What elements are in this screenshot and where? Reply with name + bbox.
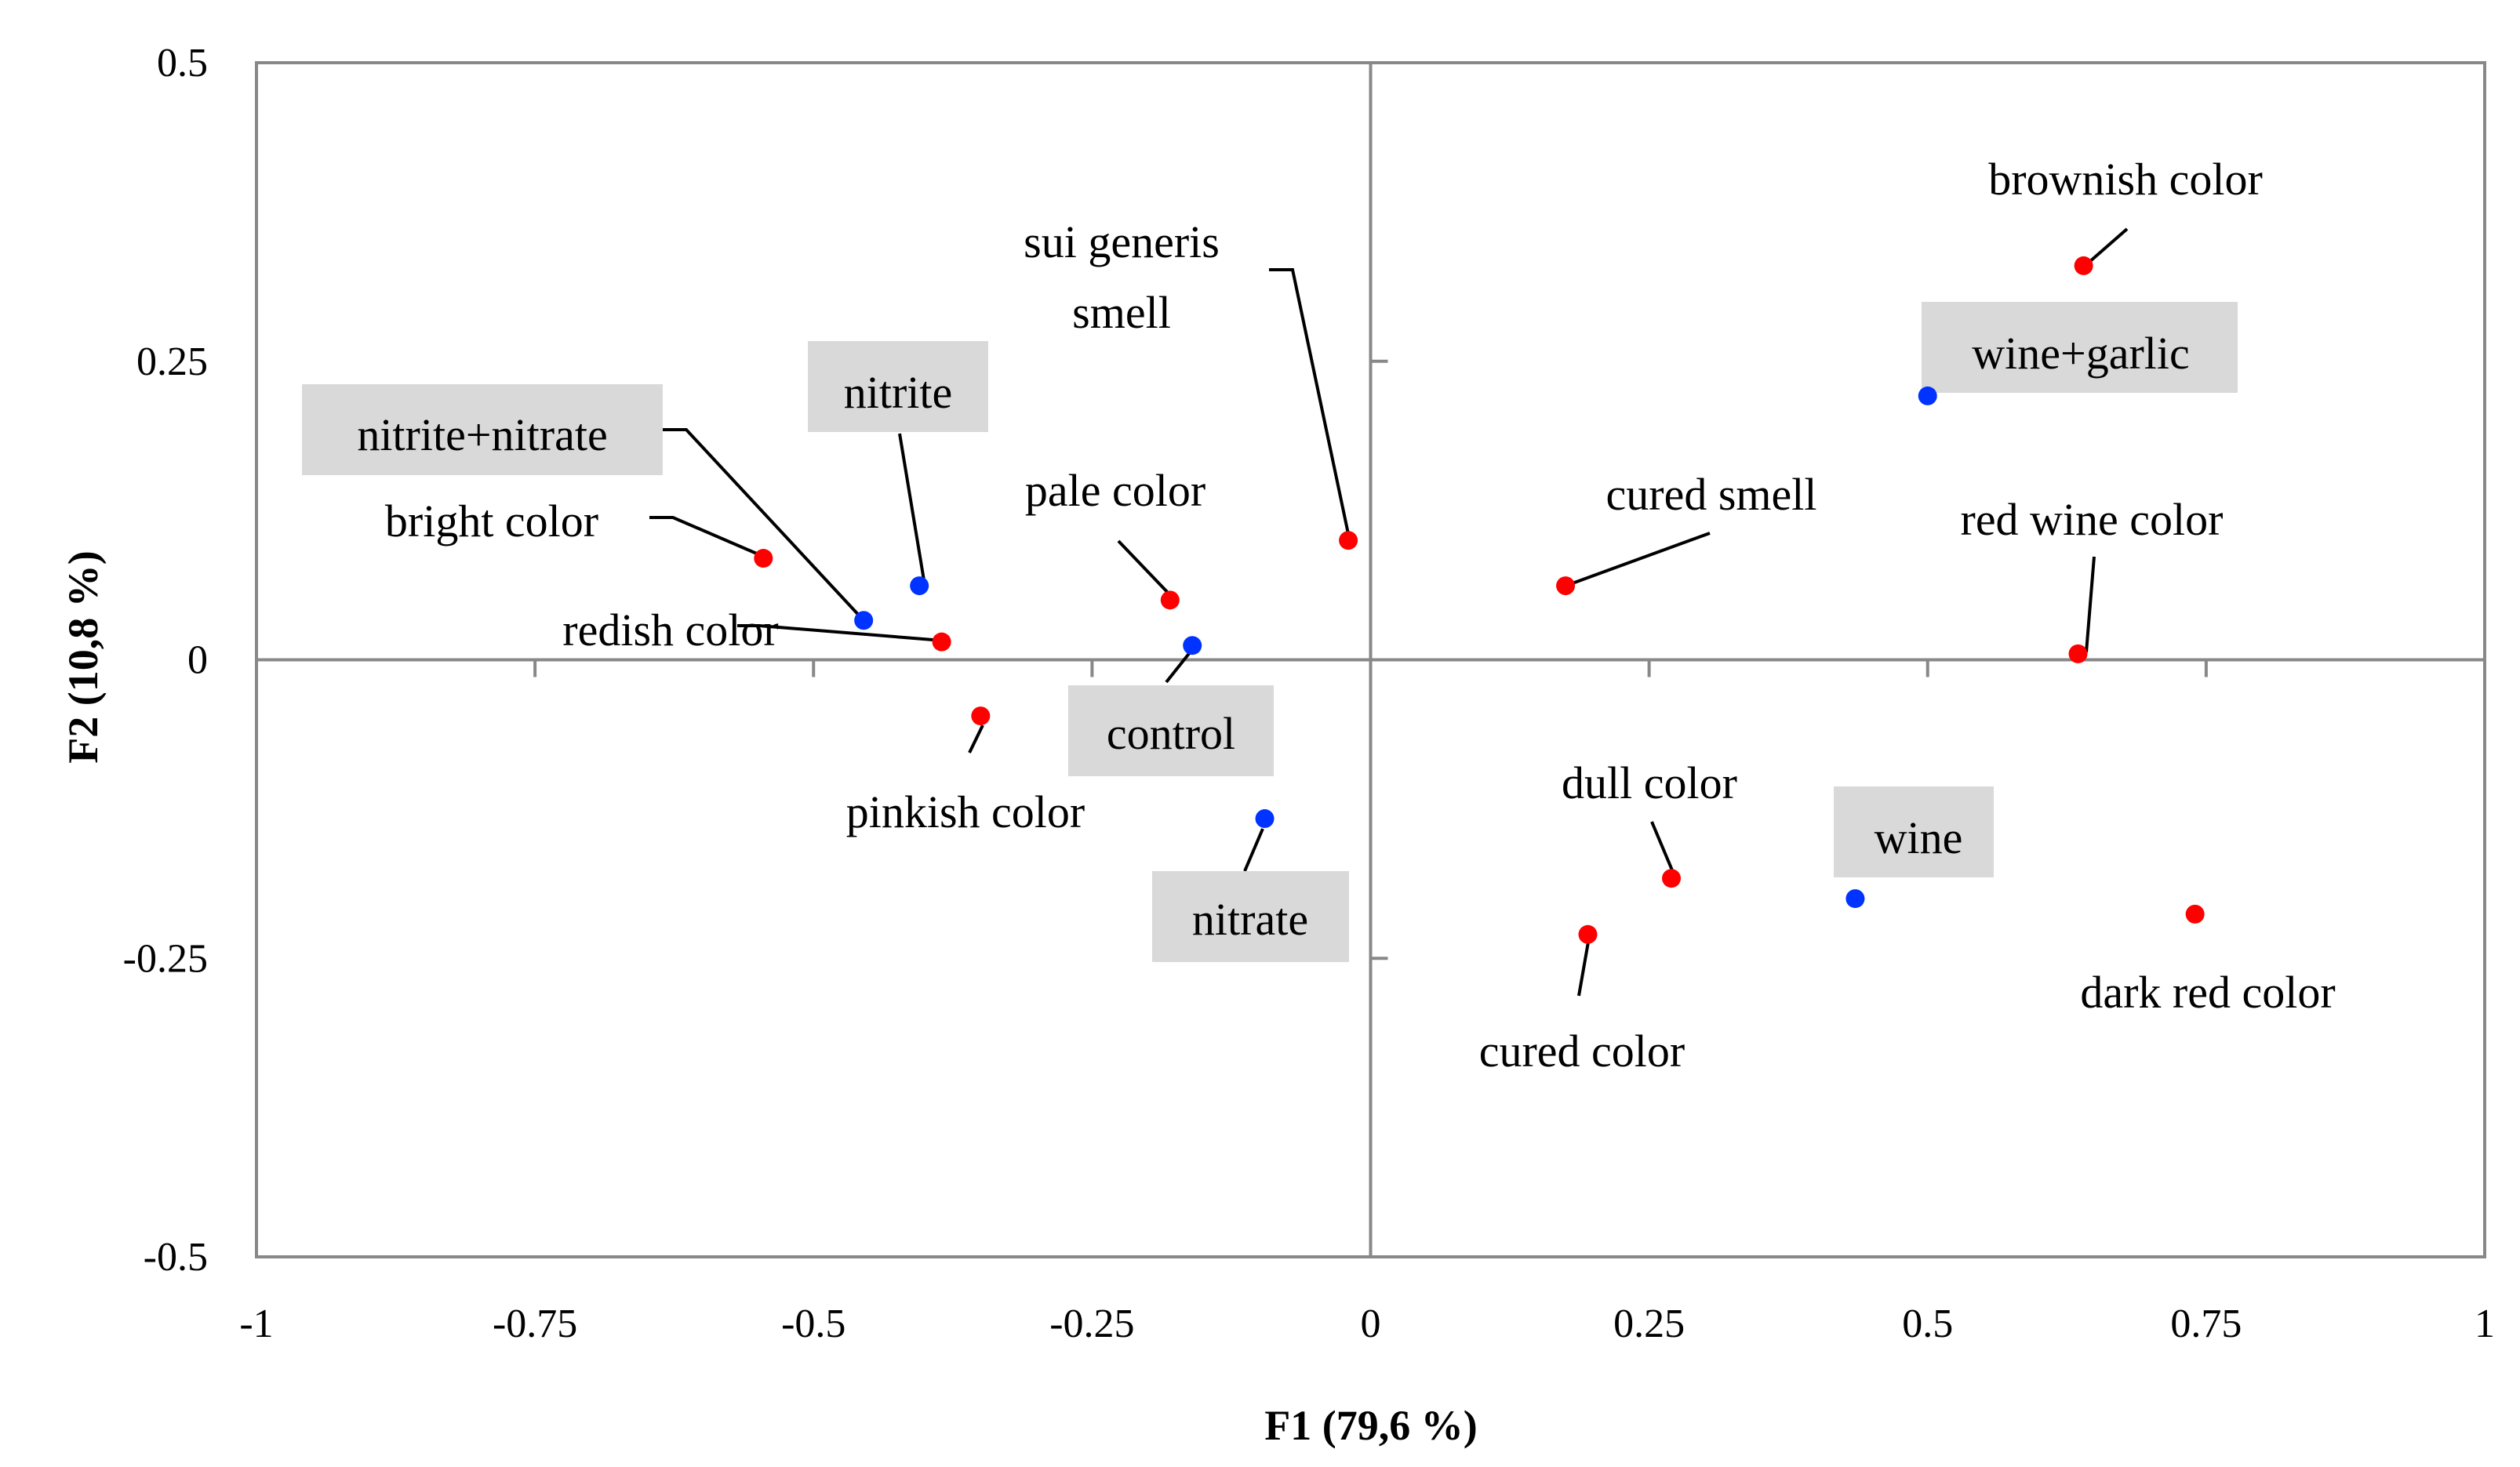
attribute-label: dark red color [2080,967,2335,1018]
attribute-point [932,632,951,652]
sample-point [854,611,874,630]
sample-label-box [1922,302,2238,393]
leader-line [1243,828,1264,872]
y-tick-label: 0.5 [157,41,208,85]
point-labels: brownish color sui generis smell bright col… [302,154,2336,1077]
y-tick-label: -0.25 [123,936,208,981]
x-tick-label: 0.25 [1613,1302,1685,1346]
attribute-point [1662,869,1682,888]
attribute-label: red wine color [1961,494,2224,545]
plot-area [255,61,2486,1258]
leader-line [2085,556,2096,653]
leader-line [1269,268,1352,546]
leader-line [2088,227,2129,263]
attribute-label: redish color [562,605,778,655]
leader-line [663,428,864,621]
sample-point [1845,889,1865,909]
y-tick-label: 0 [187,638,208,683]
sample-label-box [808,341,988,432]
attribute-point [1556,576,1576,596]
leader-line [1569,532,1711,586]
sample-label-box [1068,685,1274,776]
attribute-label: bright color [385,496,598,546]
attribute-point [2074,256,2093,275]
sample-label-box [1834,786,1994,877]
attribute-label: pale color [1025,465,1205,516]
sample-point [910,576,929,596]
leader-line [737,624,944,642]
attribute-point [2068,644,2088,663]
attribute-point [2185,904,2205,924]
x-axis-title: F1 (79,6 %) [1264,1402,1477,1449]
data-points [754,256,2205,944]
attribute-point [754,549,773,568]
attribute-label: sui generis smell [1024,216,1220,338]
sample-label: nitrite+nitrate [357,409,607,460]
attribute-label: dull color [1562,757,1737,808]
attribute-point [1160,590,1180,610]
y-tick-label: -0.5 [144,1235,208,1280]
sample-label: wine+garlic [1972,328,2189,379]
tick-labels: -1 -0.75 -0.5 -0.25 0 0.25 0.5 0.75 1 0.5 0.25 0 -0.… [123,41,2495,1346]
sample-point [1918,386,1937,405]
x-tick-label: 0.75 [2170,1302,2242,1346]
x-tick-label: -0.75 [493,1302,577,1346]
sample-point [1255,809,1275,829]
y-axis-title: F2 (10,8 %) [60,550,107,763]
sample-point [1183,636,1202,655]
x-tick-label: -0.5 [781,1302,845,1346]
sample-label-box [302,384,663,475]
sample-label: control [1107,708,1235,759]
leader-line [968,724,984,753]
attribute-label: cured smell [1606,469,1817,520]
y-tick-label: 0.25 [136,340,208,384]
sample-label-box [1152,871,1349,962]
sample-label: nitrite [844,367,953,418]
attribute-label: brownish color [1988,154,2263,205]
x-tick-label: -1 [239,1302,273,1346]
leader-line [1117,539,1173,597]
attribute-point [1339,531,1358,550]
leader-line [1650,821,1676,877]
x-tick-label: 1 [2475,1302,2495,1346]
attribute-label: cured color [1479,1026,1685,1077]
leader-line [898,433,925,581]
attribute-label: pinkish color [846,786,1085,837]
x-tick-label: 0.5 [1902,1302,1953,1346]
attribute-point [971,706,991,726]
x-tick-label: -0.25 [1049,1302,1134,1346]
label-leaders [649,227,2129,997]
leader-line [649,516,765,558]
sample-label: wine [1875,812,1963,863]
x-tick-label: 0 [1361,1302,1381,1346]
sample-label: nitrate [1192,894,1308,945]
attribute-point [1578,924,1598,944]
